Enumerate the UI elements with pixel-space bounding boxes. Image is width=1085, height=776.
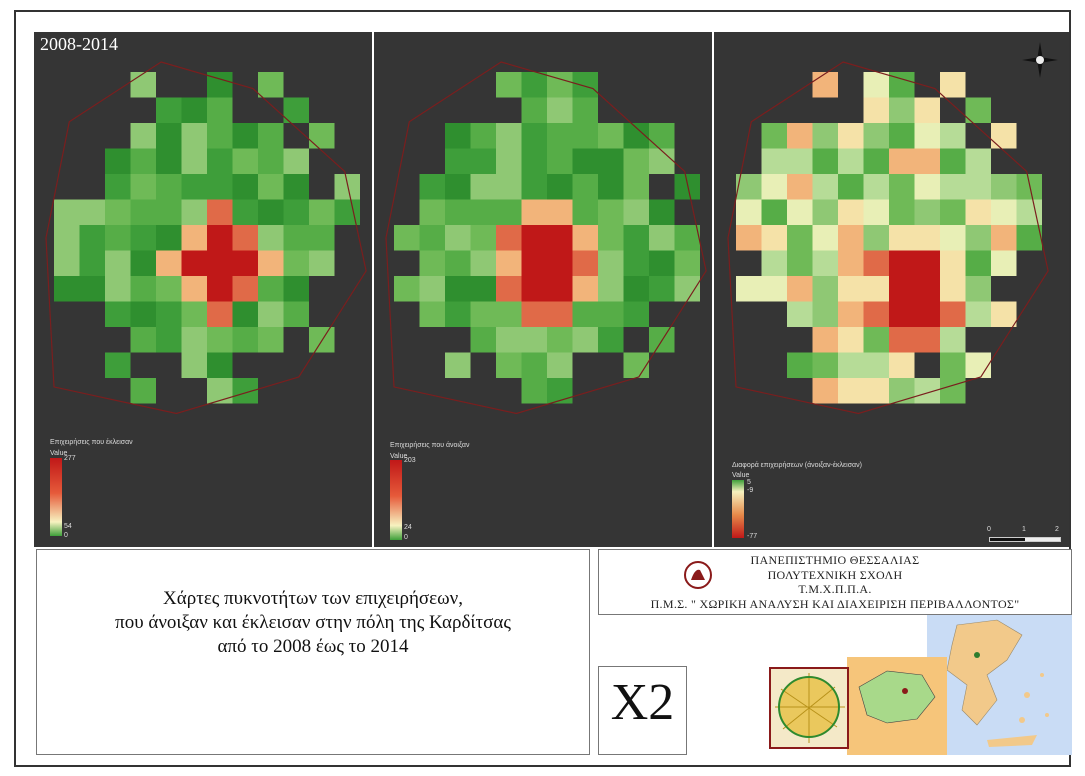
- prefecture-locator-map: [847, 657, 947, 755]
- legend-min-closed: 0: [64, 532, 68, 539]
- legend-max-opened: 203: [404, 457, 416, 464]
- legend-value-closed: Value: [50, 450, 68, 457]
- legend-min-difference: -77: [747, 533, 758, 540]
- university-logo-icon: [684, 561, 712, 589]
- institution-line-2: ΠΟΛΥΤΕΧΝΙΚΗ ΣΧΟΛΗ: [767, 568, 903, 582]
- legend-value-difference: Value: [732, 472, 750, 479]
- title-line-2: που άνοιξαν και έκλεισαν στην πόλη της Κ…: [115, 612, 511, 633]
- location-maps: [687, 615, 1072, 755]
- map-panel-difference: Διαφορά επιχειρήσεων (άνοιξαν-έκλεισαν) …: [714, 32, 1069, 547]
- legend-mid-closed: 54: [64, 523, 72, 530]
- map-code: X2: [610, 674, 675, 731]
- legend-title-opened: Επιχειρήσεις που άνοιξαν: [390, 442, 470, 449]
- map-code-box: X2: [598, 666, 687, 755]
- institution-line-1: ΠΑΝΕΠΙΣΤΗΜΙΟ ΘΕΣΣΑΛΙΑΣ: [750, 553, 920, 567]
- density-grid-closed: [45, 61, 367, 415]
- scale-bar: 0 1 2: [987, 526, 1061, 542]
- density-grid-difference: [727, 61, 1049, 415]
- legend-ramp-closed: [50, 458, 62, 536]
- legend-mid-difference: -9: [747, 487, 754, 494]
- legend-title-difference: Διαφορά επιχειρήσεων (άνοιξαν-έκλεισαν): [732, 462, 862, 469]
- map-title-box: Χάρτες πυκνοτήτων των επιχειρήσεων, που …: [36, 549, 590, 755]
- map-panel-opened: Επιχειρήσεις που άνοιξαν Value 203 24 0: [374, 32, 712, 547]
- scale-label-0: 0: [987, 526, 991, 533]
- scale-label-2: 2: [1055, 526, 1059, 533]
- greece-locator-map: [927, 615, 1072, 755]
- legend-max-closed: 277: [64, 455, 76, 462]
- period-label: 2008-2014: [40, 34, 118, 54]
- density-grid-opened: [385, 61, 707, 415]
- scale-label-1: 1: [1022, 526, 1026, 533]
- legend-mid-opened: 24: [404, 524, 412, 531]
- legend-ramp-opened: [390, 460, 402, 540]
- title-line-1: Χάρτες πυκνοτήτων των επιχειρήσεων,: [163, 588, 463, 609]
- city-locator-map: [769, 667, 849, 749]
- legend-value-opened: Value: [390, 453, 408, 460]
- map-panel-closed: 2008-2014 Επιχειρήσεις που έκλεισαν Valu…: [34, 32, 372, 547]
- institution-line-4: Π.Μ.Σ. " ΧΩΡΙΚΗ ΑΝΑΛΥΣΗ ΚΑΙ ΔΙΑΧΕΙΡΙΣΗ Π…: [650, 597, 1020, 611]
- institution-box: ΠΑΝΕΠΙΣΤΗΜΙΟ ΘΕΣΣΑΛΙΑΣ ΠΟΛΥΤΕΧΝΙΚΗ ΣΧΟΛΗ…: [598, 549, 1072, 615]
- institution-line-3: Τ.Μ.Χ.Π.Π.Α.: [798, 582, 872, 596]
- title-line-3: από το 2008 έως το 2014: [217, 636, 409, 657]
- legend-max-difference: 5: [747, 479, 751, 486]
- legend-title-closed: Επιχειρήσεις που έκλεισαν: [50, 439, 133, 446]
- legend-ramp-difference: [732, 480, 744, 538]
- north-arrow-icon: [1022, 42, 1058, 78]
- legend-min-opened: 0: [404, 534, 408, 541]
